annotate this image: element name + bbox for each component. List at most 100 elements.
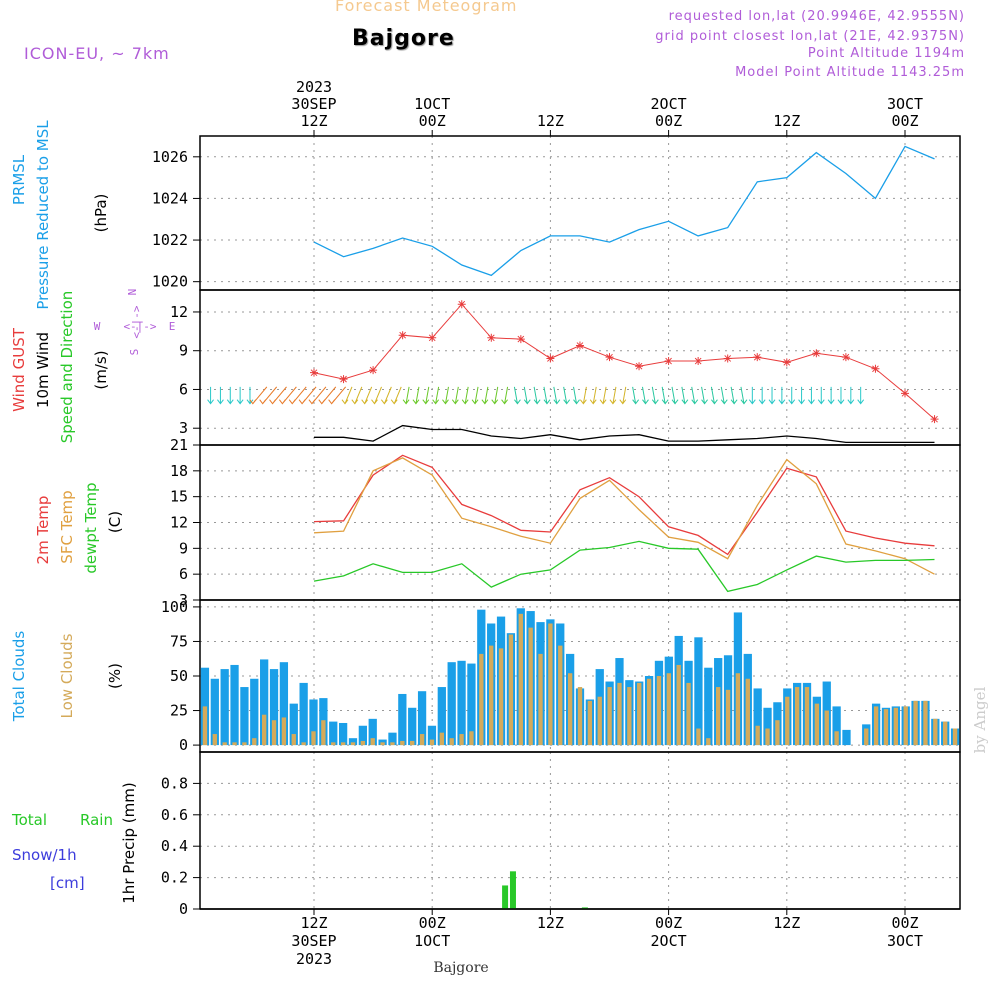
bottom-axis-hour: 00Z	[891, 914, 918, 932]
gust-marker	[782, 358, 791, 367]
total-cloud-bar	[358, 725, 367, 746]
wind-direction-arrow	[451, 386, 459, 405]
low-cloud-bar	[321, 720, 326, 746]
wind-direction-arrow	[351, 386, 363, 405]
total-cloud-bar	[230, 664, 239, 746]
wind-direction-arrow	[501, 386, 509, 405]
low-cloud-bar	[716, 687, 721, 746]
wind-direction-arrow	[710, 386, 718, 405]
total-cloud-bar	[437, 687, 446, 746]
sfc-temp-label: SFC Temp	[58, 490, 76, 563]
wind-direction-arrow	[740, 386, 748, 405]
low-cloud-bar	[666, 673, 672, 746]
wind-direction-arrow	[817, 386, 825, 405]
total-cloud-bar	[269, 669, 279, 746]
wind-direction-arrow	[651, 386, 659, 405]
temp-line-1	[313, 457, 935, 575]
wind-direction-arrow	[681, 386, 689, 405]
low-cloud-bar	[380, 742, 385, 746]
bottom-axis-hour: 00Z	[419, 914, 446, 932]
wind-direction-arrow	[246, 386, 254, 405]
y-tick-label: 1022	[152, 231, 188, 249]
total-cloud-bar	[467, 663, 476, 746]
gust-marker	[605, 353, 614, 362]
low-cloud-bar	[775, 720, 780, 746]
gust-marker	[812, 349, 821, 358]
low-cloud-bar	[676, 664, 681, 746]
wind-direction-arrow	[269, 386, 287, 405]
wind-direction-arrow	[249, 386, 268, 405]
low-cloud-bar	[952, 728, 958, 746]
total-cloud-bar	[417, 691, 427, 746]
wind-direction-arrow	[491, 386, 499, 405]
wind-direction-arrow	[422, 386, 430, 405]
top-axis-date: 3OCT	[887, 95, 923, 113]
y-tick-label: 0.4	[161, 837, 188, 855]
bottom-location-label: Bajgore	[433, 960, 488, 976]
y-tick-label: 0.2	[161, 869, 188, 887]
wind-direction-arrow	[361, 386, 373, 405]
rain-bar	[502, 885, 509, 909]
low-cloud-bar	[893, 707, 899, 746]
top-axis-hour: 00Z	[891, 112, 918, 130]
gust-marker	[546, 354, 555, 363]
wind-dir-label: Speed and Direction	[58, 291, 76, 444]
total-cloud-bar	[338, 722, 348, 746]
y-tick-label: 12	[170, 514, 188, 532]
total-cloud-bar	[279, 662, 289, 746]
y-tick-label: 15	[170, 488, 188, 506]
low-cloud-bar	[528, 627, 533, 746]
low-cloud-bar	[735, 673, 741, 746]
wind-direction-arrow	[523, 386, 531, 405]
total-cloud-bar	[457, 660, 466, 746]
wind-direction-arrow	[758, 386, 766, 405]
low-cloud-bar	[864, 728, 869, 746]
gust-marker	[901, 389, 909, 398]
y-tick-label: 9	[179, 342, 188, 360]
temp-unit: (C)	[106, 511, 124, 533]
wind-direction-arrow	[471, 386, 479, 405]
wind-direction-arrow	[412, 386, 420, 405]
top-axis-hour: 12Z	[300, 112, 327, 130]
gust-marker	[930, 415, 939, 424]
top-axis-hour: 00Z	[655, 112, 682, 130]
low-cloud-bar	[558, 645, 563, 746]
location-title: Bajgore	[352, 26, 455, 51]
wind-direction-arrow	[308, 386, 327, 405]
low-cloud-bar	[646, 678, 652, 746]
wind-direction-arrow	[442, 386, 449, 405]
low-cloud-bar	[281, 717, 287, 746]
low-cloud-bar	[597, 696, 602, 746]
gust-marker	[841, 353, 850, 362]
total-cloud-bar	[753, 688, 762, 746]
wind-direction-arrow	[226, 386, 234, 405]
compass-w: W	[94, 320, 101, 333]
total-cloud-bar	[694, 637, 703, 746]
y-tick-label: 1020	[152, 273, 188, 291]
gust-marker	[339, 375, 348, 384]
low-cloud-bar	[252, 738, 257, 746]
wind-direction-arrow	[236, 386, 244, 405]
total-cloud-bar	[447, 662, 456, 746]
compass-n: N	[126, 289, 139, 296]
y-tick-label: 0	[179, 736, 188, 754]
low-cloud-bar	[331, 742, 336, 746]
gust-marker	[428, 333, 437, 342]
y-tick-label: 0.6	[161, 806, 188, 824]
model-label: ICON-EU, ~ 7km	[24, 44, 170, 63]
low-cloud-bar	[785, 696, 790, 746]
gust-marker	[723, 354, 732, 363]
low-cloud-bar	[834, 731, 839, 746]
total-cloud-bar	[250, 678, 259, 746]
y-tick-label: 18	[170, 462, 188, 480]
wind-direction-arrow	[632, 386, 640, 405]
gust-marker	[664, 357, 673, 366]
bottom-axis-hour: 12Z	[537, 914, 564, 932]
gust-marker	[398, 331, 407, 340]
wind-label: 10m Wind	[34, 332, 52, 408]
low-cloud-bar	[390, 742, 395, 746]
low-cloud-bar	[913, 700, 918, 746]
low-cloud-bar	[794, 687, 800, 746]
y-tick-label: 6	[179, 565, 188, 583]
gust-marker	[516, 335, 525, 344]
